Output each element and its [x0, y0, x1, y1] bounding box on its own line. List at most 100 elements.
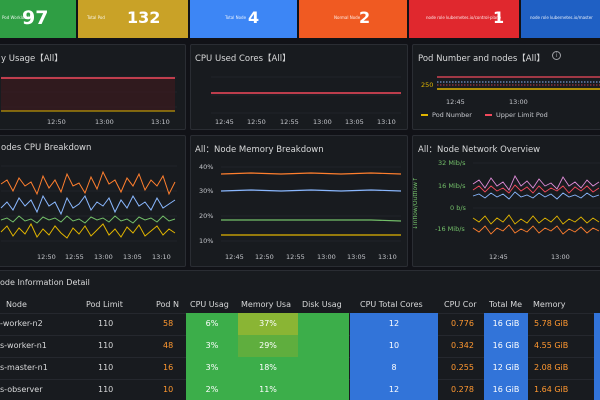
x-tick: 12:55: [65, 253, 84, 261]
tile-label: Normal Node: [334, 15, 361, 20]
panel-title: CPU Used Cores【All】: [195, 54, 291, 64]
x-tick: 13:05: [345, 118, 364, 126]
column-header-pod-limit[interactable]: Pod Limit: [86, 300, 123, 309]
cell-memory-usage: 18%: [238, 357, 298, 379]
legend-item-upper-limit[interactable]: Upper Limit Pod: [485, 111, 548, 119]
tile-label: node role kubernetes.io/master: [530, 15, 593, 20]
tile-value: 2: [359, 8, 371, 27]
column-header-memory-usage[interactable]: Memory Usa: [241, 300, 292, 309]
stat-tile-total-node[interactable]: Total Node 4: [190, 0, 297, 38]
series-orange: [0, 170, 176, 196]
cell-cpu-usage: 3%: [186, 335, 238, 357]
x-tick: 13:10: [151, 118, 170, 126]
cell-node[interactable]: s-observer: [0, 385, 43, 394]
x-tick: 12:50: [247, 118, 266, 126]
x-tick: 13:00: [94, 253, 113, 261]
panel-title: All：Node Network Overview: [418, 145, 541, 155]
cell-pod-number: 16: [163, 363, 174, 372]
tile-label: Pod Workload: [2, 15, 30, 20]
panel-cpu-breakdown[interactable]: odes CPU Breakdown 12:50 12:55 13:00 13:…: [0, 135, 186, 267]
x-tick: 12:45: [489, 253, 508, 261]
cell-disk-usage: [298, 379, 349, 400]
x-tick: 13:10: [377, 118, 396, 126]
y-tick: 250: [421, 81, 434, 89]
tile-value: 132: [127, 8, 161, 27]
series-blue: [472, 191, 600, 200]
x-tick: 12:55: [280, 118, 299, 126]
stat-tile-master[interactable]: node role kubernetes.io/master: [521, 0, 600, 38]
x-tick: 12:55: [286, 253, 305, 261]
stat-tile-control-plane[interactable]: node role kubernetes.io/control-plane 1: [409, 0, 519, 38]
info-icon[interactable]: i: [552, 51, 561, 60]
series-orange: [220, 172, 402, 175]
cell-total-memory: 16 GiB: [484, 335, 528, 357]
x-tick: 12:45: [446, 98, 465, 106]
x-tick: 12:50: [37, 253, 56, 261]
series-pink: [472, 175, 600, 191]
cell-node[interactable]: s-master-n1: [0, 363, 48, 372]
x-tick: 13:00: [551, 253, 570, 261]
y-tick: 32 Mib/s: [438, 159, 466, 167]
cell-node[interactable]: -worker-n2: [0, 319, 43, 328]
cell-disk-usage: [298, 335, 349, 357]
x-tick: 12:50: [255, 253, 274, 261]
cell-cpu-usage: 2%: [186, 379, 238, 400]
x-tick: 12:45: [225, 253, 244, 261]
tile-value: 1: [493, 8, 505, 27]
column-header-node[interactable]: Node: [6, 300, 27, 309]
table-title: ode Information Detail: [0, 278, 90, 287]
series-green: [221, 219, 402, 222]
column-header-cpu-total-cores[interactable]: CPU Total Cores: [360, 300, 423, 309]
x-tick: 13:10: [378, 253, 397, 261]
column-header-pod-number[interactable]: Pod N: [156, 300, 180, 309]
tile-label: node role kubernetes.io/control-plane: [426, 15, 502, 20]
column-header-cpu-cores-used[interactable]: CPU Cor: [444, 300, 477, 309]
cell-memory-usage: 11%: [238, 379, 298, 400]
series-blue: [220, 189, 402, 192]
cell-pod-number: 58: [163, 319, 174, 328]
column-header-disk-usage[interactable]: Disk Usag: [302, 300, 342, 309]
stat-tile-total-pod[interactable]: Total Pod 132: [78, 0, 188, 38]
legend-label: Pod Number: [432, 111, 472, 119]
panel-memory-breakdown[interactable]: All：Node Memory Breakdown 40% 30% 20% 10…: [190, 135, 408, 267]
panel-pod-number[interactable]: Pod Number and nodes【All】 i 250 12:45 13…: [412, 44, 600, 130]
panel-memory-usage[interactable]: y Usage【All】 12:50 13:00 13:10: [0, 44, 186, 130]
memory-usage-chart: [1, 76, 177, 112]
cell-memory: 4.55 GiB: [534, 341, 569, 350]
cell-cpu-usage: 6%: [186, 313, 238, 335]
tile-label: Total Pod: [87, 15, 105, 20]
cell-node[interactable]: s-worker-n1: [0, 341, 47, 350]
series-blue: [0, 194, 176, 216]
cell-cpu-total-cores: 12: [350, 313, 438, 335]
cell-cpu-total-cores: 8: [350, 357, 438, 379]
cell-disk-usage: [298, 313, 349, 335]
legend-swatch: [485, 114, 492, 116]
panel-title: All：Node Memory Breakdown: [195, 145, 324, 155]
x-tick: 12:50: [47, 118, 66, 126]
panel-title: y Usage【All】: [1, 54, 63, 64]
y-tick: 40%: [199, 163, 214, 171]
panel-cpu-used-cores[interactable]: CPU Used Cores【All】 12:45 12:50 12:55 13…: [190, 44, 408, 130]
column-header-memory[interactable]: Memory: [533, 300, 566, 309]
column-header-total-memory[interactable]: Total Me: [489, 300, 523, 309]
series-orange: [472, 224, 600, 235]
y-tick: 30%: [199, 187, 214, 195]
y-tick: 20%: [199, 212, 214, 220]
cell-cpu-total-cores: 12: [350, 379, 438, 400]
cell-cpu-cores-used: 0.342: [451, 341, 474, 350]
x-tick: 12:45: [215, 118, 234, 126]
cell-memory-usage: 29%: [238, 335, 298, 357]
column-header-cpu-usage[interactable]: CPU Usag: [190, 300, 229, 309]
panel-network-overview[interactable]: All：Node Network Overview ↓Inflow/Outflo…: [412, 135, 600, 267]
legend-item-pod-number[interactable]: Pod Number: [421, 111, 472, 119]
cell-memory: 2.08 GiB: [534, 363, 569, 372]
y-tick: -16 Mib/s: [435, 225, 465, 233]
cell-total-memory: 12 GiB: [484, 357, 528, 379]
stat-tile-normal-node[interactable]: Normal Node 2: [299, 0, 407, 38]
scrollbar-right-edge[interactable]: [594, 313, 600, 400]
cell-cpu-cores-used: 0.255: [451, 363, 474, 372]
stat-tile-pod-workload[interactable]: Pod Workload 97: [0, 0, 76, 38]
x-tick: 13:10: [152, 253, 171, 261]
tile-label: Total Node: [225, 15, 247, 20]
legend-label: Upper Limit Pod: [496, 111, 548, 119]
